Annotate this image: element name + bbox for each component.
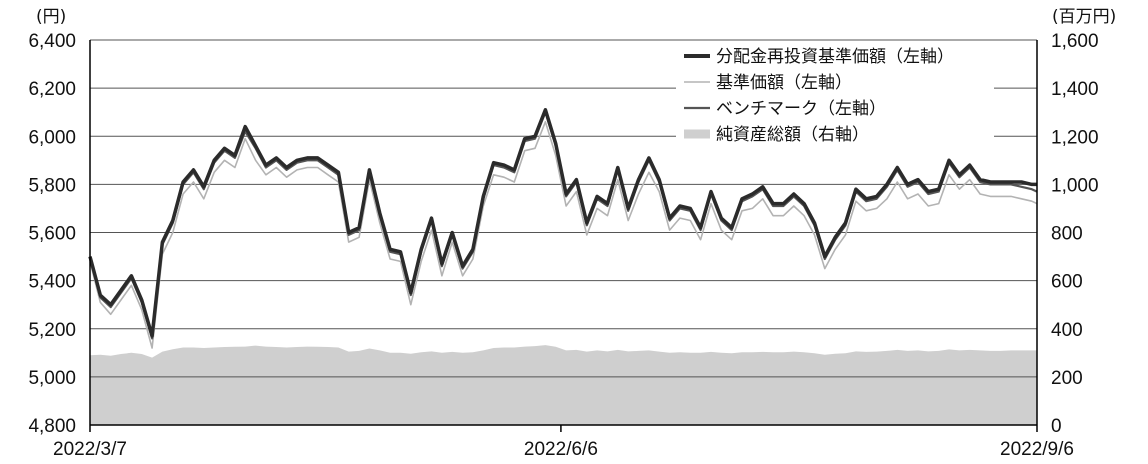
legend-label: 基準価額（左軸）: [716, 73, 852, 93]
right-tick-label: 800: [1051, 224, 1083, 245]
net-assets-area-layer: [90, 345, 1037, 425]
right-tick-label: 1,000: [1051, 175, 1099, 196]
legend-label: 純資産総額（右軸）: [716, 125, 869, 145]
left-tick-label: 5,600: [28, 224, 76, 245]
right-tick-label: 400: [1051, 320, 1083, 341]
legend-label: 分配金再投資基準価額（左軸）: [716, 47, 954, 67]
x-tick-label: 2022/3/7: [53, 439, 127, 460]
left-tick-label: 4,800: [28, 416, 76, 437]
left-tick-label: 5,800: [28, 175, 76, 196]
x-tick-label: 2022/6/6: [524, 439, 598, 460]
right-tick-label: 1,600: [1051, 31, 1099, 52]
left-tick-label: 6,000: [28, 127, 76, 148]
x-tick-label: 2022/9/6: [1000, 439, 1074, 460]
series-line-reinvested-nav: [88, 108, 1037, 338]
series-line-nav: [89, 121, 1038, 349]
right-tick-label: 200: [1051, 368, 1083, 389]
left-tick-label: 5,400: [28, 272, 76, 293]
legend-label: ベンチマーク（左軸）: [716, 99, 886, 119]
legend: 分配金再投資基準価額（左軸） 基準価額（左軸） ベンチマーク（左軸） 純資産総額（右軸…: [676, 46, 994, 158]
right-axis-unit: (百万円): [1052, 7, 1116, 27]
right-tick-label: 1,400: [1051, 79, 1099, 100]
net-assets-area: [90, 345, 1037, 425]
right-tick-label: 600: [1051, 272, 1083, 293]
left-tick-label: 6,400: [28, 31, 76, 52]
left-tick-label: 5,200: [28, 320, 76, 341]
right-tick-label: 1,200: [1051, 127, 1099, 148]
left-axis-unit: (円): [36, 7, 66, 27]
axes: 6,400 1,600 6,200 1,400 6,000 1,200 5,800 1,000…: [28, 31, 1098, 460]
series-lines: [88, 108, 1038, 349]
left-tick-label: 5,000: [28, 368, 76, 389]
legend-background: [676, 46, 994, 158]
left-tick-label: 6,200: [28, 79, 76, 100]
right-tick-label: 0: [1051, 416, 1062, 437]
